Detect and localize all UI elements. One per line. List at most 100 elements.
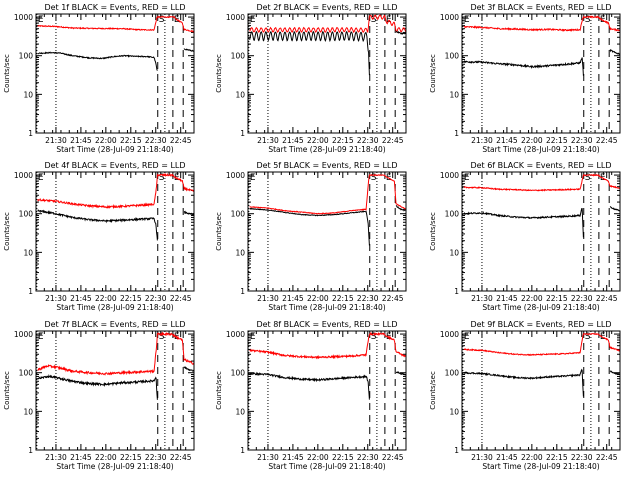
x-tick-label: 22:45 (596, 453, 618, 462)
events-series-line (183, 366, 194, 372)
events-series-line (463, 57, 584, 76)
lld-series-line (249, 173, 406, 215)
x-tick-label: 21:45 (282, 453, 304, 462)
x-tick-label: 21:45 (282, 136, 304, 145)
y-axis-label: Counts/sec (215, 54, 223, 93)
events-series-line (395, 205, 406, 212)
y-tick-label: 1 (454, 287, 459, 296)
x-tick-label: 22:30 (145, 136, 167, 145)
x-tick-label: 22:00 (95, 136, 117, 145)
y-tick-label: 100 (445, 52, 460, 61)
series-group (37, 172, 194, 241)
x-tick-label: 21:45 (70, 294, 92, 303)
plot-frame (35, 171, 195, 292)
x-tick-label: 21:30 (45, 294, 67, 303)
y-tick-label: 1000 (226, 13, 245, 22)
x-tick-label: 22:45 (170, 453, 192, 462)
event-marker-label: S (159, 15, 165, 25)
events-series-line (37, 51, 158, 71)
event-marker-label: S (159, 332, 165, 342)
x-tick-label: 21:45 (496, 453, 518, 462)
chart-title: Det 9f BLACK = Events, RED = LLD (470, 320, 611, 329)
lld-series-line (37, 15, 194, 33)
chart-panel: Det 3f BLACK = Events, RED = LLD Counts/s… (429, 3, 621, 154)
x-tick-label: 22:00 (521, 136, 543, 145)
x-tick-label: 21:30 (471, 294, 493, 303)
chart-panel: Det 8f BLACK = Events, RED = LLD Counts/s… (215, 320, 407, 471)
y-tick-label: 10 (235, 90, 245, 99)
event-marker-label: S (371, 15, 377, 25)
y-axis-label: Counts/sec (429, 212, 437, 251)
y-tick-label: 1 (240, 446, 245, 455)
events-series-line (395, 371, 406, 376)
event-marker-label: E (600, 332, 606, 342)
chart-title: Det 5f BLACK = Events, RED = LLD (256, 161, 397, 170)
x-tick-label: 22:15 (332, 453, 354, 462)
lld-series-line (249, 331, 406, 360)
x-tick-label: 21:45 (70, 136, 92, 145)
events-series-line (609, 206, 620, 212)
x-tick-label: 22:45 (596, 294, 618, 303)
y-tick-label: 1 (28, 287, 33, 296)
x-tick-label: 22:00 (307, 136, 329, 145)
y-tick-label: 100 (19, 210, 34, 219)
chart-title: Det 7f BLACK = Events, RED = LLD (44, 320, 185, 329)
x-tick-label: 22:00 (95, 453, 117, 462)
y-tick-label: 10 (449, 407, 459, 416)
chart-panel: Det 9f BLACK = Events, RED = LLD Counts/s… (429, 320, 621, 471)
events-series-line (249, 371, 370, 400)
x-axis-label: Start Time (28-Jul-09 21:18:40) (482, 145, 599, 154)
y-axis-label: Counts/sec (215, 371, 223, 410)
y-axis-label: Counts/sec (429, 371, 437, 410)
events-series-line (249, 30, 370, 76)
x-tick-label: 22:15 (332, 294, 354, 303)
y-tick-label: 1000 (226, 330, 245, 339)
chart-title: Det 8f BLACK = Events, RED = LLD (256, 320, 397, 329)
x-tick-label: 22:30 (357, 294, 379, 303)
x-axis-label: Start Time (28-Jul-09 21:18:40) (268, 145, 385, 154)
y-tick-label: 1000 (440, 13, 459, 22)
y-axis-label: Counts/sec (3, 371, 11, 410)
event-marker-label: E (250, 15, 256, 25)
x-tick-label: 22:15 (332, 136, 354, 145)
y-tick-label: 100 (445, 210, 460, 219)
plot-frame (35, 13, 195, 134)
x-tick-label: 22:15 (120, 453, 142, 462)
y-tick-label: 1000 (226, 171, 245, 180)
y-tick-label: 100 (19, 369, 34, 378)
chart-title: Det 6f BLACK = Events, RED = LLD (470, 161, 611, 170)
x-tick-label: 22:00 (95, 294, 117, 303)
x-tick-label: 22:30 (145, 294, 167, 303)
event-marker-label: S (585, 173, 591, 183)
x-axis-label: Start Time (28-Jul-09 21:18:40) (482, 303, 599, 312)
x-tick-label: 21:45 (496, 136, 518, 145)
x-tick-label: 21:30 (471, 136, 493, 145)
x-tick-label: 21:30 (45, 136, 67, 145)
y-tick-label: 10 (23, 407, 33, 416)
chart-panel: Det 5f BLACK = Events, RED = LLD Counts/s… (215, 161, 407, 312)
x-tick-label: 22:30 (571, 136, 593, 145)
event-marker-label: S (371, 332, 377, 342)
x-tick-label: 22:30 (357, 453, 379, 462)
lld-series-line (37, 331, 194, 376)
y-tick-label: 100 (231, 52, 246, 61)
series-group (249, 331, 406, 400)
y-tick-label: 10 (449, 248, 459, 257)
y-tick-label: 10 (23, 248, 33, 257)
x-tick-label: 21:30 (257, 453, 279, 462)
x-tick-label: 22:45 (382, 136, 404, 145)
events-series-line (609, 370, 620, 376)
event-marker-label: E (38, 15, 44, 25)
x-axis-label: Start Time (28-Jul-09 21:18:40) (482, 462, 599, 471)
lld-series-line (463, 15, 620, 32)
x-tick-label: 21:30 (471, 453, 493, 462)
chart-title: Det 4f BLACK = Events, RED = LLD (44, 161, 185, 170)
event-marker-label: E (38, 332, 44, 342)
y-tick-label: 10 (23, 90, 33, 99)
event-marker-label: E (38, 173, 44, 183)
event-marker-label: E (464, 332, 470, 342)
x-axis-label: Start Time (28-Jul-09 21:18:40) (56, 303, 173, 312)
lld-series-line (463, 173, 620, 192)
series-group (37, 15, 194, 71)
plot-frame (247, 330, 407, 451)
